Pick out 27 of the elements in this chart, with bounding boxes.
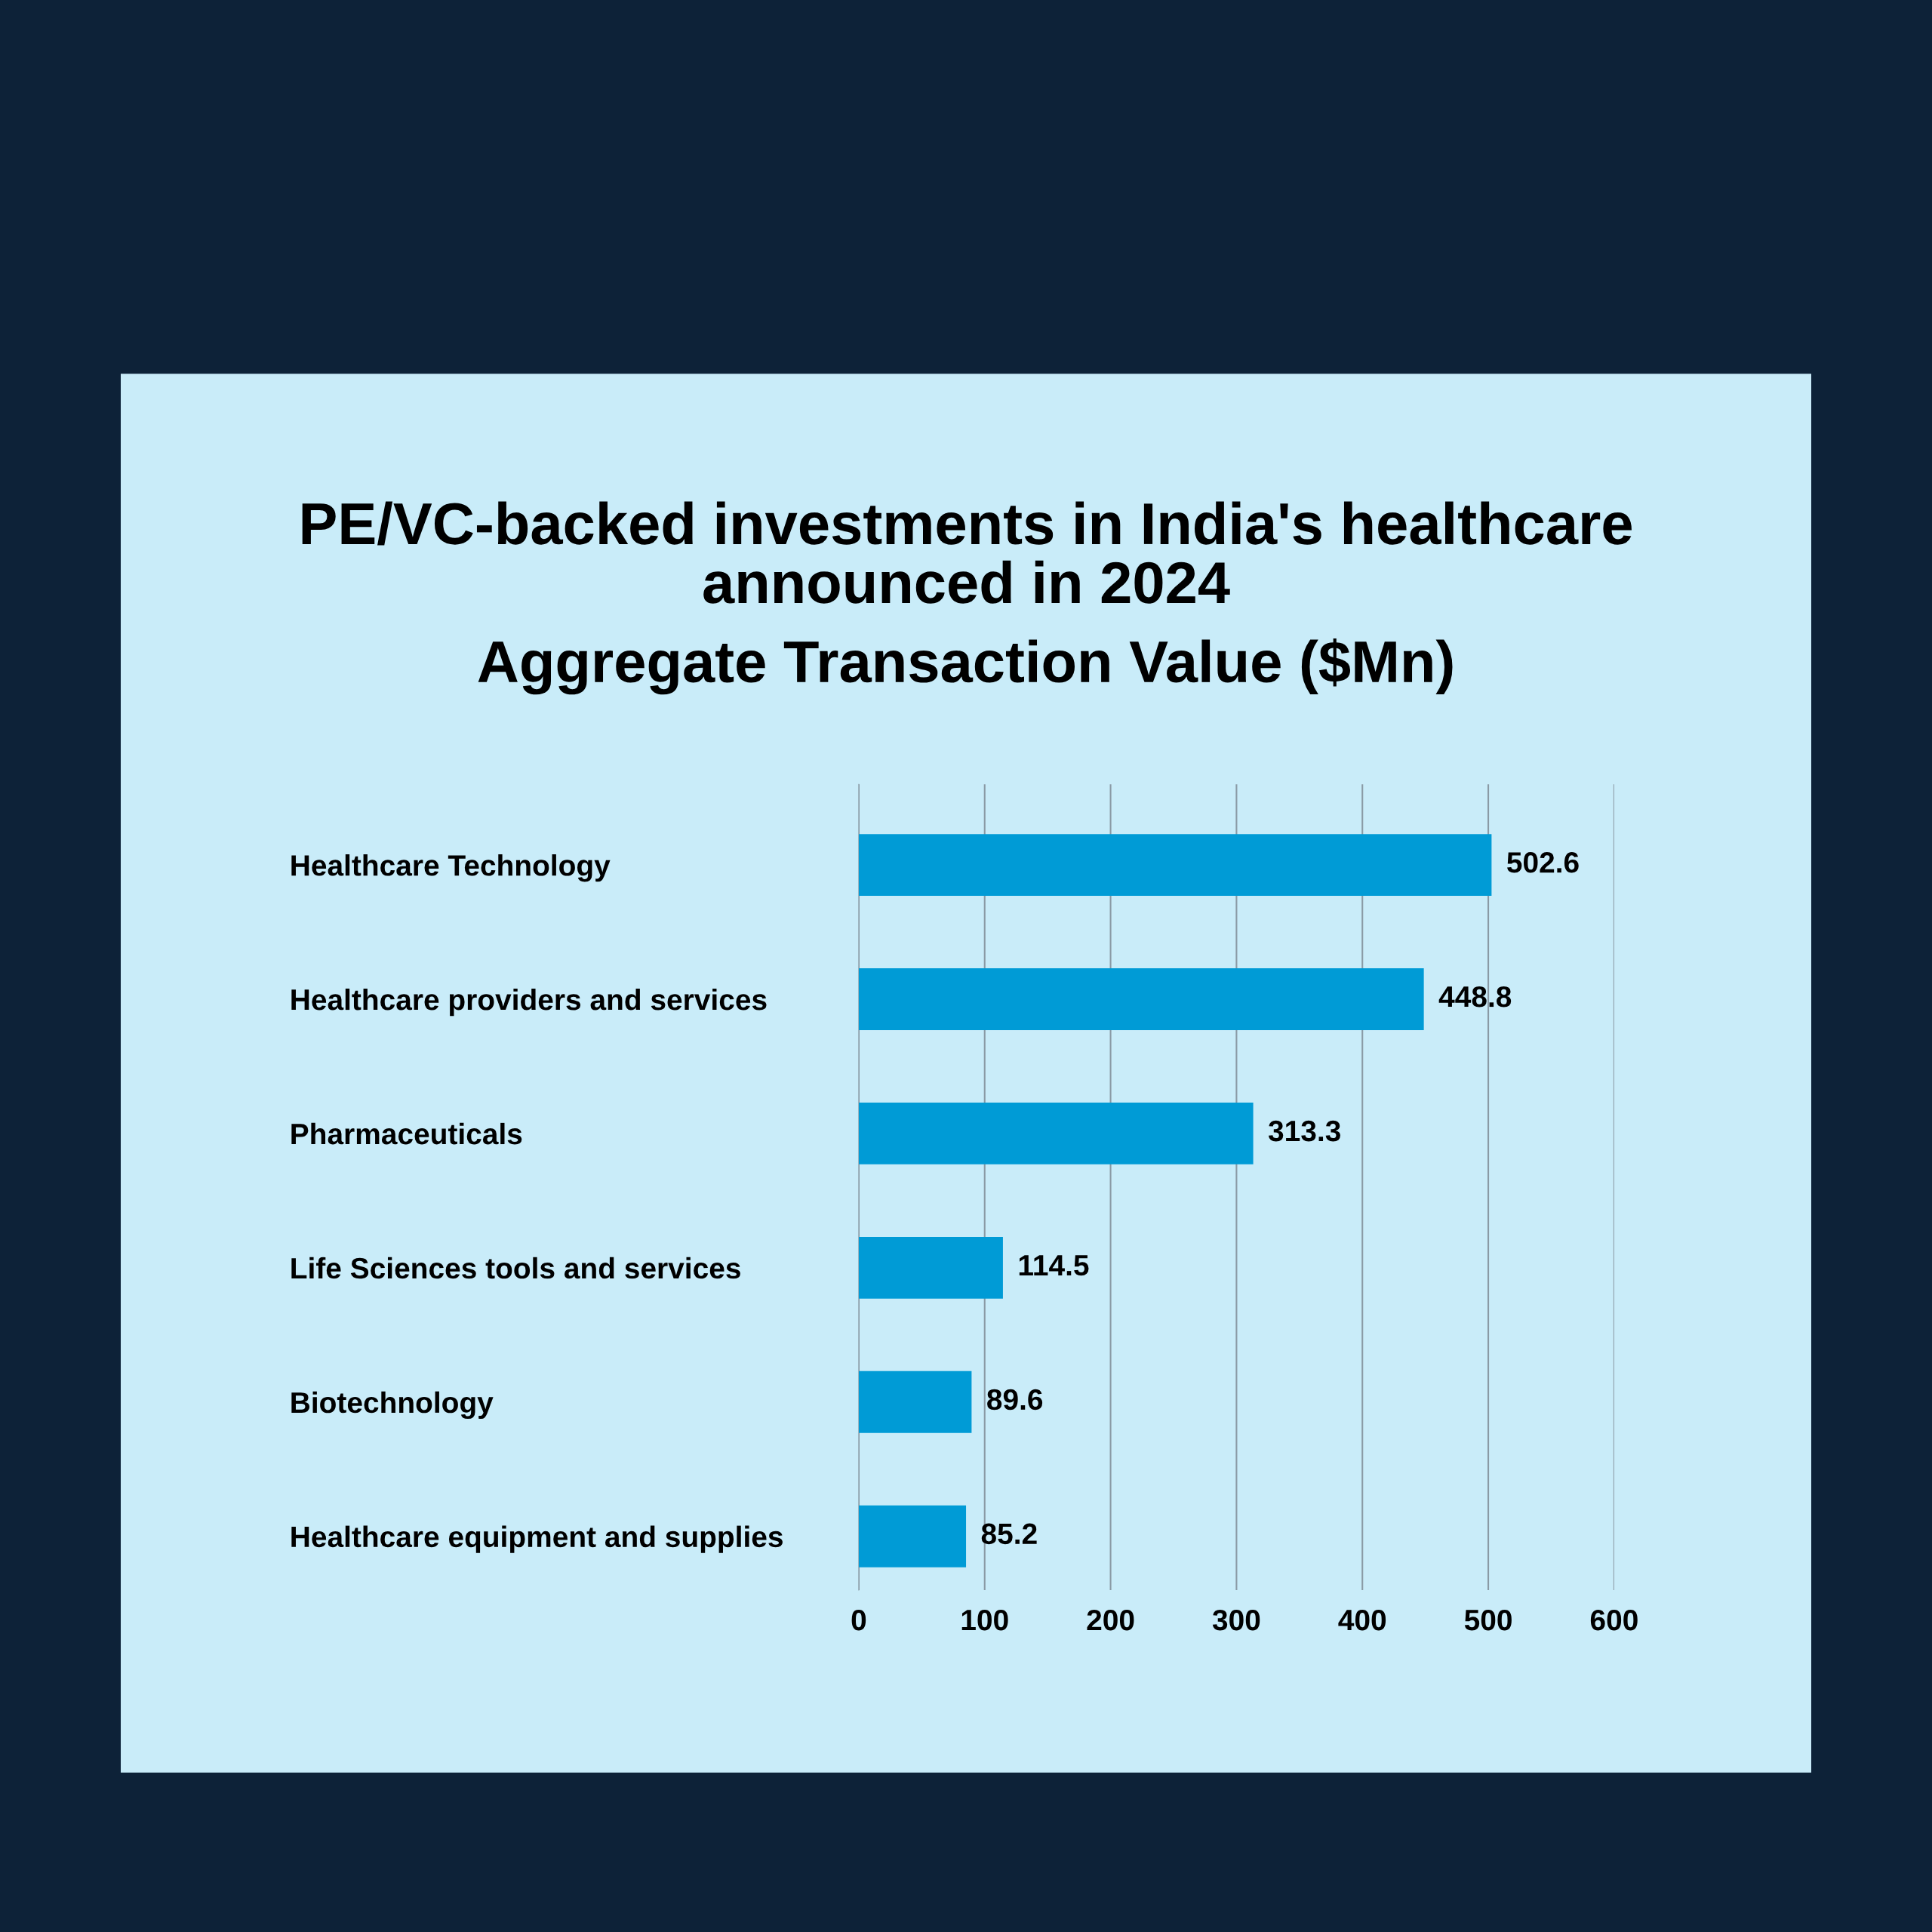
- y-tick-label: Healthcare equipment and supplies: [291, 1525, 783, 1553]
- y-tick-label: Life Sciences tools and services: [291, 1257, 740, 1279]
- bar: [858, 834, 1492, 897]
- bar: [858, 1236, 1003, 1299]
- data-label: 313.3: [1268, 1120, 1340, 1142]
- data-label: 85.2: [981, 1523, 1037, 1545]
- y-tick-label: Healthcare providers and services: [291, 988, 767, 1017]
- data-label: 114.5: [1019, 1255, 1089, 1276]
- x-tick-label: 400: [1338, 1609, 1386, 1631]
- chart-title: PE/VC-backed investments in India's healthcare announced in 2024: [302, 501, 1632, 604]
- bar: [858, 968, 1424, 1030]
- x-tick-label: 300: [1212, 1609, 1260, 1631]
- y-tick-label: Biotechnology: [291, 1391, 494, 1420]
- x-tick-label: 100: [961, 1609, 1008, 1631]
- chart-subtitle: Aggregate Transaction Value ($Mn): [478, 638, 1453, 695]
- bar: [858, 1505, 967, 1567]
- y-tick-label: Pharmaceuticals: [291, 1122, 522, 1145]
- y-tick-label: Healthcare Technology: [291, 854, 611, 882]
- data-label: 448.8: [1438, 986, 1512, 1008]
- data-label: 89.6: [987, 1389, 1043, 1411]
- x-tick-label: 600: [1590, 1609, 1638, 1631]
- x-tick-label: 200: [1087, 1609, 1134, 1631]
- bar: [858, 1371, 972, 1433]
- data-label: 502.6: [1507, 852, 1579, 873]
- bar: [858, 1103, 1254, 1164]
- x-tick-label: 500: [1464, 1609, 1512, 1631]
- x-tick-label: 0: [851, 1609, 866, 1631]
